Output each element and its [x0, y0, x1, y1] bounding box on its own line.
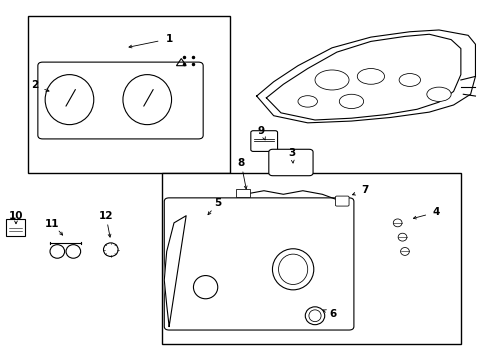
Ellipse shape — [305, 307, 324, 325]
Ellipse shape — [278, 254, 307, 284]
Polygon shape — [164, 216, 186, 327]
FancyBboxPatch shape — [250, 131, 277, 152]
Ellipse shape — [426, 87, 450, 102]
Ellipse shape — [122, 75, 171, 125]
Bar — [28, 16, 229, 173]
Text: 7: 7 — [361, 185, 368, 195]
FancyBboxPatch shape — [6, 219, 25, 237]
Ellipse shape — [45, 75, 94, 125]
Text: 10: 10 — [9, 211, 23, 221]
Text: 9: 9 — [258, 126, 264, 136]
Ellipse shape — [297, 96, 317, 107]
Ellipse shape — [308, 310, 321, 321]
Text: 5: 5 — [214, 198, 221, 208]
Ellipse shape — [398, 73, 420, 86]
Ellipse shape — [357, 68, 384, 84]
Ellipse shape — [400, 248, 408, 255]
Text: 1: 1 — [165, 34, 172, 44]
Ellipse shape — [66, 245, 81, 258]
Ellipse shape — [392, 219, 401, 227]
Ellipse shape — [103, 243, 118, 256]
Ellipse shape — [50, 245, 64, 258]
Ellipse shape — [339, 94, 363, 109]
Ellipse shape — [314, 70, 348, 90]
Text: 8: 8 — [237, 158, 244, 168]
Ellipse shape — [397, 233, 406, 241]
Text: 3: 3 — [288, 148, 295, 158]
Ellipse shape — [193, 275, 217, 299]
FancyBboxPatch shape — [236, 189, 250, 197]
Ellipse shape — [272, 249, 313, 290]
Text: 11: 11 — [45, 219, 60, 229]
FancyBboxPatch shape — [268, 149, 312, 176]
FancyBboxPatch shape — [335, 196, 348, 206]
Text: 12: 12 — [99, 211, 113, 221]
Text: 6: 6 — [329, 309, 336, 319]
FancyBboxPatch shape — [164, 198, 353, 330]
Text: 4: 4 — [432, 207, 439, 217]
Bar — [162, 173, 460, 344]
Text: 2: 2 — [31, 80, 38, 90]
